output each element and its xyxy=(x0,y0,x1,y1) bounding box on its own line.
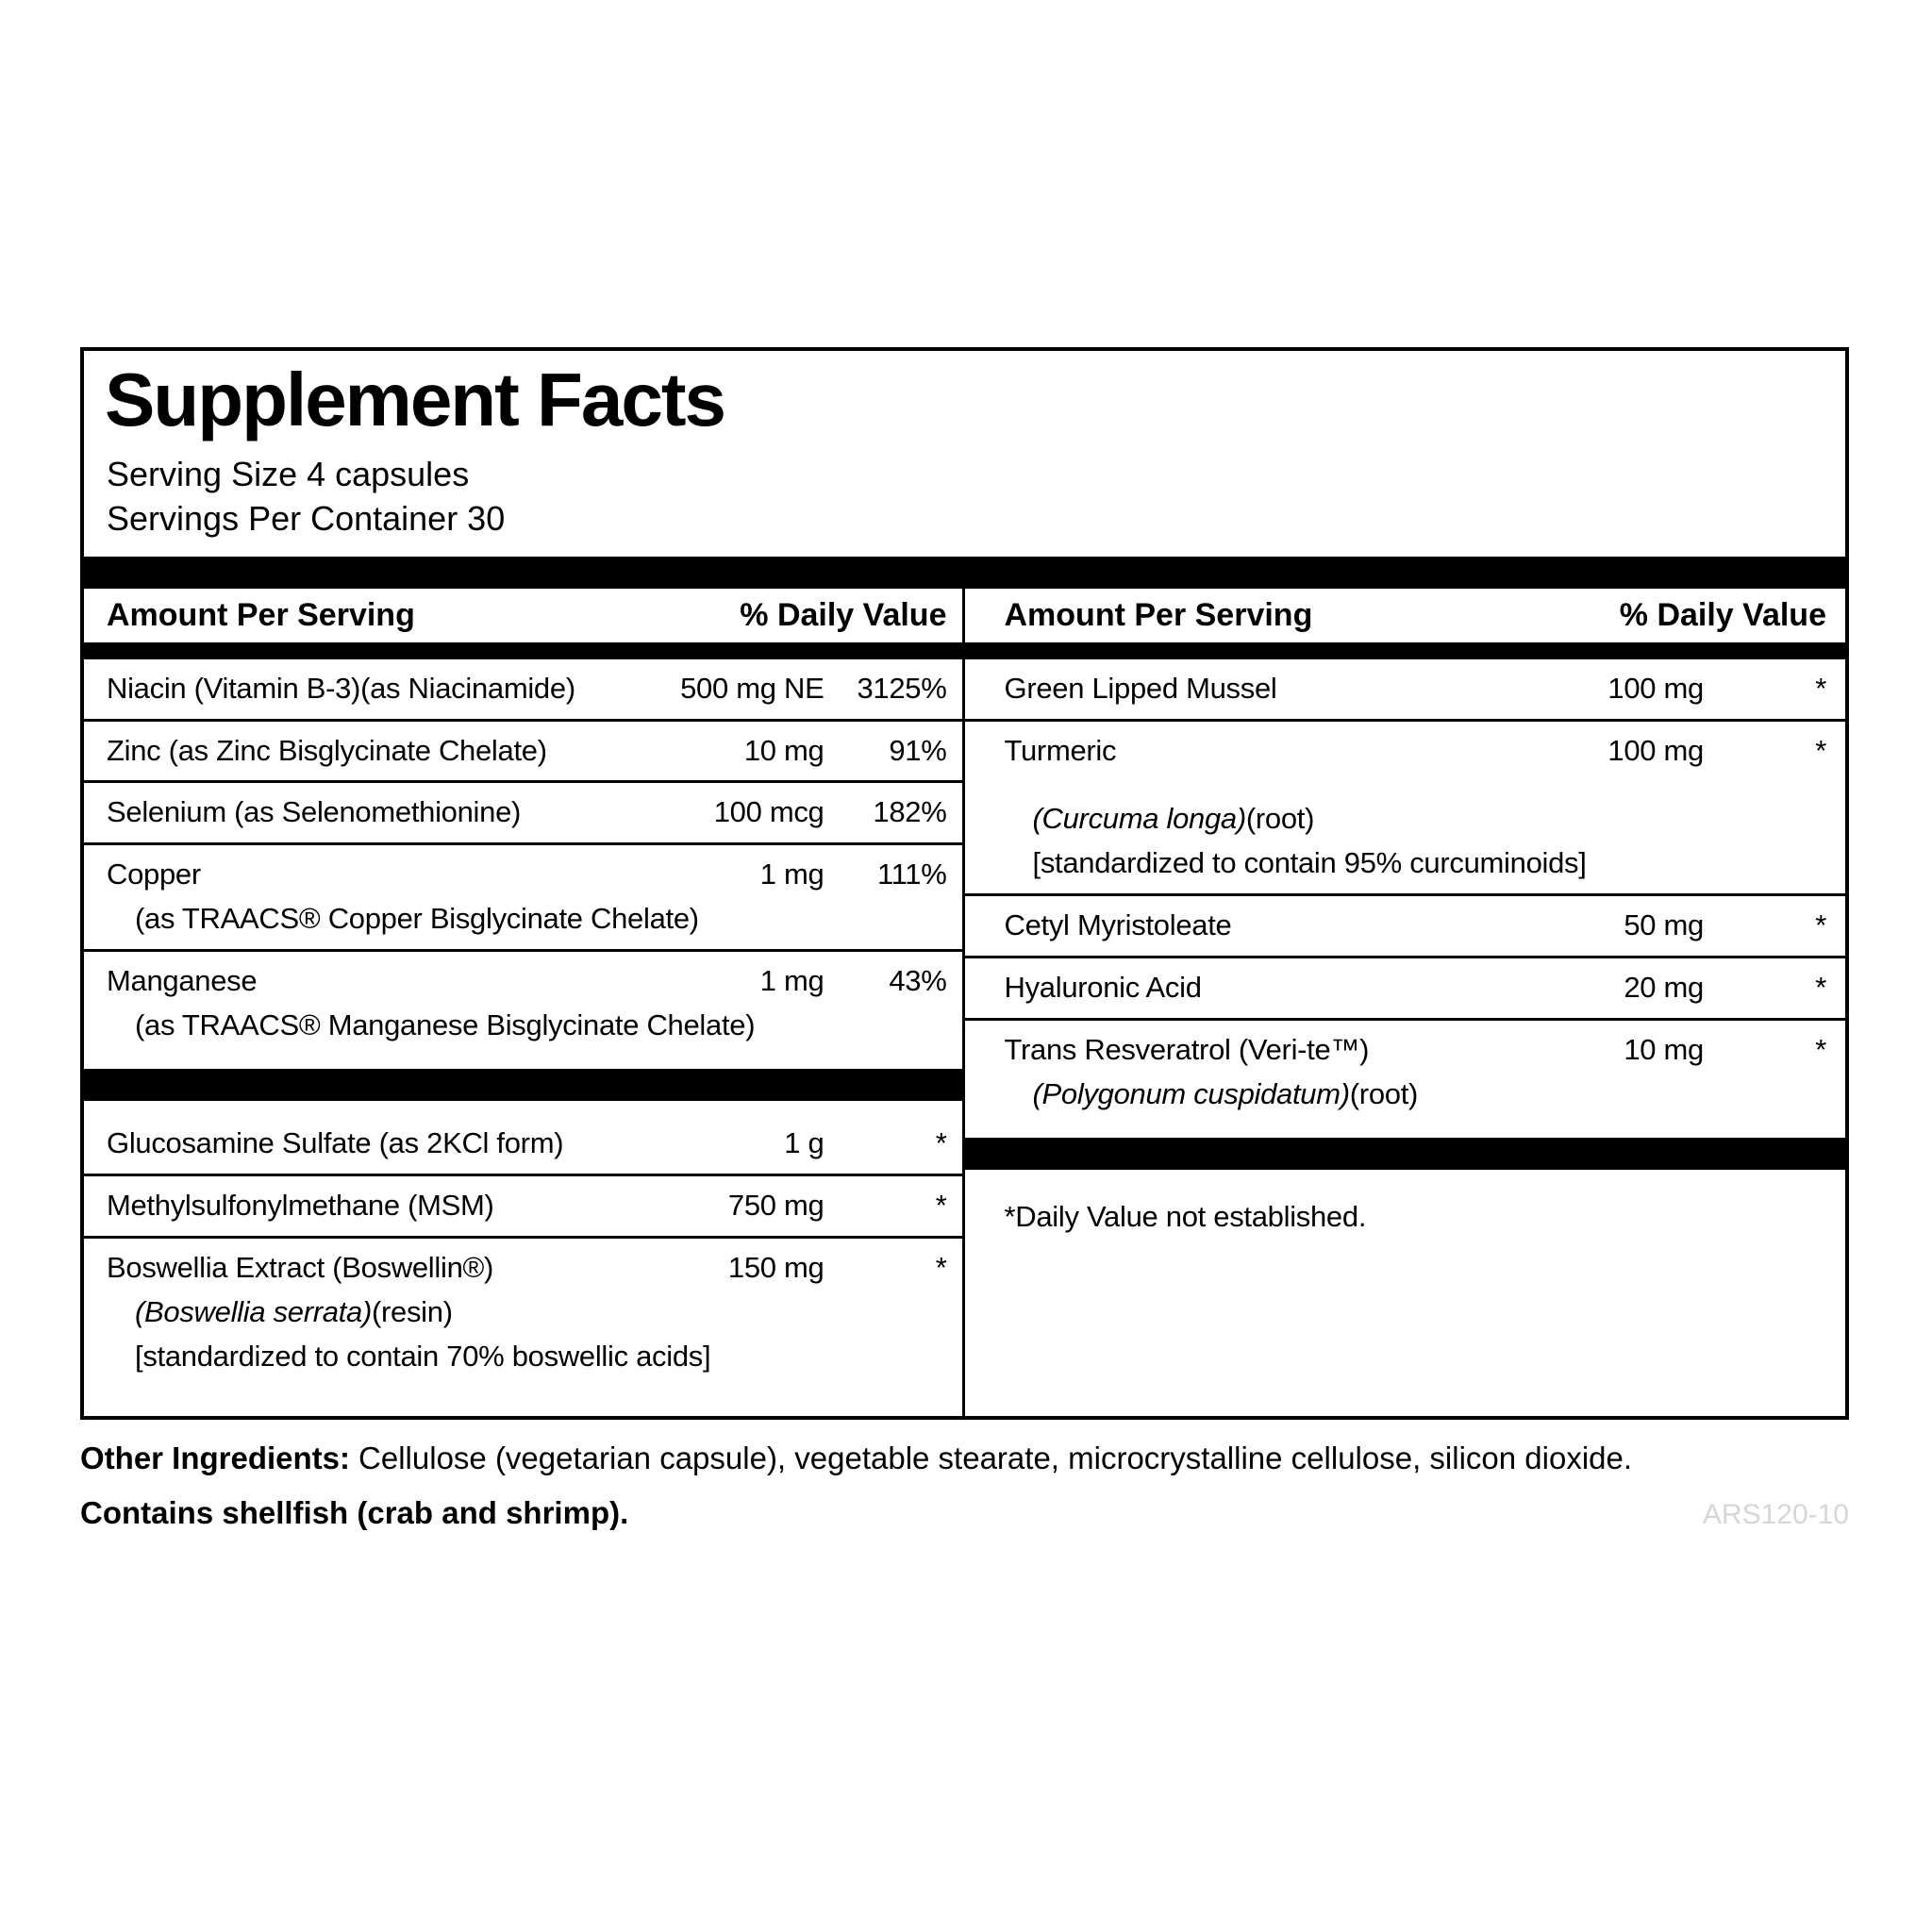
table-row: Selenium (as Selenomethionine) 100 mcg 1… xyxy=(84,780,962,842)
facts-table: Amount Per Serving % Daily Value Niacin … xyxy=(84,588,1846,1416)
table-row: Manganese 1 mg 43% (as TRAACS® Manganese… xyxy=(84,949,962,1056)
label-footer: Other Ingredients: Cellulose (vegetarian … xyxy=(80,1436,1849,1536)
ingredient-name: Glucosamine Sulfate (as 2KCl form) xyxy=(107,1126,564,1160)
ingredient-name: Niacin (Vitamin B-3)(as Niacinamide) xyxy=(107,671,575,705)
ingredient-amount: 150 mg xyxy=(727,1251,824,1285)
ingredient-name: Selenium (as Selenomethionine) xyxy=(107,795,522,829)
serving-size: Serving Size 4 capsules xyxy=(107,455,470,493)
ingredient-name: Green Lipped Mussel xyxy=(1004,671,1277,705)
ingredient-amount: 500 mg NE xyxy=(680,671,824,705)
ingredient-dv: * xyxy=(1815,908,1826,942)
ingredient-amount: 50 mg xyxy=(1624,908,1704,942)
allergen-line: Contains shellfish (crab and shrimp). AR… xyxy=(80,1491,1849,1536)
ingredient-name: Trans Resveratrol (Veri-te™) xyxy=(1004,1033,1370,1067)
panel-title: Supplement Facts xyxy=(105,358,726,441)
ingredient-name: Copper xyxy=(107,858,201,891)
table-row: Zinc (as Zinc Bisglycinate Chelate) 10 m… xyxy=(84,718,962,781)
ingredient-amount: 100 mcg xyxy=(713,795,824,829)
table-row: Methylsulfonylmethane (MSM) 750 mg * xyxy=(84,1174,962,1236)
ingredient-dv: * xyxy=(1815,1033,1826,1067)
supplement-facts-panel: Supplement Facts Serving Size 4 capsules… xyxy=(80,347,1849,1420)
table-row: Niacin (Vitamin B-3)(as Niacinamide) 500… xyxy=(84,659,962,719)
ingredient-amount: 20 mg xyxy=(1624,971,1704,1005)
ingredient-subline: (as TRAACS® Copper Bisglycinate Chelate) xyxy=(135,902,699,936)
latin-name: (Polygonum cuspidatum) xyxy=(1032,1077,1351,1111)
column-header: Amount Per Serving % Daily Value xyxy=(84,589,962,642)
ingredient-dv: 111% xyxy=(877,858,947,891)
ingredient-amount: 100 mg xyxy=(1607,671,1704,705)
ingredient-amount: 10 mg xyxy=(1624,1033,1704,1067)
ingredient-subline: (Polygonum cuspidatum)(root) xyxy=(1005,1074,1827,1116)
latin-name: (Curcuma longa) xyxy=(1032,802,1247,836)
ingredient-name: Manganese xyxy=(107,964,258,998)
allergen-statement: Contains shellfish (crab and shrimp). xyxy=(80,1494,629,1530)
daily-value-footnote: *Daily Value not established. xyxy=(1004,1200,1367,1234)
column-header: Amount Per Serving % Daily Value xyxy=(965,589,1846,642)
ingredient-dv: 43% xyxy=(889,964,947,998)
ingredient-name: Methylsulfonylmethane (MSM) xyxy=(107,1189,494,1223)
plant-part: (resin) xyxy=(372,1294,453,1328)
divider-bar-header xyxy=(964,641,1845,659)
plant-part: (root) xyxy=(1349,1077,1419,1111)
rows-section: Glucosamine Sulfate (as 2KCl form) 1 g *… xyxy=(84,1114,962,1387)
ingredient-dv: 3125% xyxy=(857,671,947,705)
other-ingredients-line: Other Ingredients: Cellulose (vegetarian … xyxy=(80,1436,1849,1481)
ingredient-name: Zinc (as Zinc Bisglycinate Chelate) xyxy=(107,733,547,767)
divider-bar-section xyxy=(964,1138,1845,1171)
ingredient-amount: 750 mg xyxy=(727,1189,824,1223)
facts-column-right: Amount Per Serving % Daily Value Green L… xyxy=(964,589,1846,1416)
ingredient-subline: (as TRAACS® Manganese Bisglycinate Chela… xyxy=(135,1008,756,1042)
table-row: Turmeric 100 mg * (Curcuma longa)(root) … xyxy=(964,718,1845,894)
product-code: ARS120-10 xyxy=(1702,1498,1849,1530)
ingredient-dv: * xyxy=(1815,733,1826,767)
ingredient-name: Turmeric xyxy=(1004,733,1117,767)
ingredient-dv: * xyxy=(935,1126,947,1160)
ingredient-standardization: [standardized to contain 95% curcuminoid… xyxy=(1032,846,1587,880)
ingredient-dv: * xyxy=(1815,971,1826,1005)
divider-bar-section xyxy=(84,1069,962,1102)
table-row: Trans Resveratrol (Veri-te™) 10 mg * (Po… xyxy=(964,1018,1845,1124)
table-row: Glucosamine Sulfate (as 2KCl form) 1 g * xyxy=(84,1114,962,1174)
divider-bar-top xyxy=(84,556,1845,589)
ingredient-dv: * xyxy=(935,1251,947,1285)
rows-section: Niacin (Vitamin B-3)(as Niacinamide) 500… xyxy=(84,659,962,1057)
facts-column-left: Amount Per Serving % Daily Value Niacin … xyxy=(84,588,965,1416)
ingredient-dv: * xyxy=(1815,671,1826,705)
table-row: Cetyl Myristoleate 50 mg * xyxy=(964,893,1845,956)
other-ingredients-text: Cellulose (vegetarian capsule), vegetabl… xyxy=(358,1441,1633,1475)
header-amount-per-serving: Amount Per Serving xyxy=(107,596,415,633)
serving-info: Serving Size 4 capsules Servings Per Con… xyxy=(84,438,1845,541)
table-row: Copper 1 mg 111% (as TRAACS® Copper Bisg… xyxy=(84,842,962,949)
latin-name: (Boswellia serrata) xyxy=(135,1294,372,1328)
header-daily-value: % Daily Value xyxy=(1619,596,1826,633)
table-row: Hyaluronic Acid 20 mg * xyxy=(964,956,1845,1018)
ingredient-name: Hyaluronic Acid xyxy=(1004,971,1202,1005)
ingredient-name: Cetyl Myristoleate xyxy=(1004,908,1232,942)
header-daily-value: % Daily Value xyxy=(740,596,947,633)
ingredient-subline: (Curcuma longa)(root) xyxy=(1005,798,1827,841)
table-row: Boswellia Extract (Boswellin®) 150 mg * … xyxy=(84,1236,962,1387)
ingredient-dv: 91% xyxy=(889,733,947,767)
ingredient-amount: 1 mg xyxy=(759,858,824,891)
ingredient-amount: 1 mg xyxy=(759,964,824,998)
plant-part: (root) xyxy=(1245,802,1315,836)
header-amount-per-serving: Amount Per Serving xyxy=(1004,596,1313,633)
ingredient-standardization: [standardized to contain 70% boswellic a… xyxy=(135,1339,711,1373)
ingredient-amount: 10 mg xyxy=(743,733,824,767)
table-row: Green Lipped Mussel 100 mg * xyxy=(965,659,1846,719)
other-ingredients-label: Other Ingredients: xyxy=(80,1441,351,1475)
servings-per-container: Servings Per Container 30 xyxy=(107,498,506,538)
ingredient-subline: (Boswellia serrata)(resin) xyxy=(107,1291,947,1334)
ingredient-dv: 182% xyxy=(873,795,947,829)
ingredient-amount: 1 g xyxy=(784,1126,824,1160)
ingredient-amount: 100 mg xyxy=(1607,733,1704,767)
ingredient-dv: * xyxy=(935,1189,947,1223)
divider-bar-header xyxy=(84,641,962,659)
rows-section: Green Lipped Mussel 100 mg * Turmeric 10… xyxy=(964,659,1846,1125)
ingredient-name: Boswellia Extract (Boswellin®) xyxy=(107,1251,494,1285)
